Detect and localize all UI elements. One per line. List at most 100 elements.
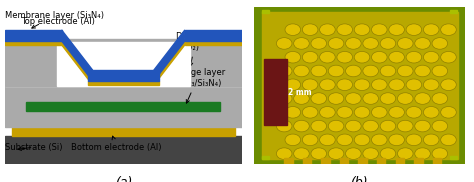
Bar (450, 11, 457, 13)
Bar (414, 158, 422, 164)
Text: Charge layer
(Al₂O₃/Si₃N₄): Charge layer (Al₂O₃/Si₃N₄) (171, 68, 225, 103)
Circle shape (441, 106, 456, 118)
Circle shape (363, 120, 378, 132)
Bar (88, 70, 159, 81)
Text: (b): (b) (350, 176, 368, 182)
Circle shape (389, 52, 404, 63)
Circle shape (319, 52, 335, 63)
Circle shape (337, 134, 353, 146)
Bar (26, 102, 220, 111)
Circle shape (276, 38, 292, 49)
Circle shape (380, 65, 396, 77)
Bar (5, 39, 242, 86)
Circle shape (397, 38, 413, 49)
Circle shape (311, 148, 327, 159)
Bar (5, 41, 62, 45)
Circle shape (302, 52, 318, 63)
Text: 2 mm: 2 mm (288, 88, 312, 97)
Circle shape (354, 106, 370, 118)
Circle shape (415, 120, 430, 132)
Bar (264, 59, 287, 125)
Circle shape (337, 106, 353, 118)
Bar (395, 158, 404, 164)
Circle shape (423, 106, 439, 118)
Bar (185, 30, 242, 41)
Circle shape (380, 38, 396, 49)
Circle shape (328, 120, 344, 132)
Circle shape (406, 24, 422, 35)
Circle shape (380, 93, 396, 104)
Polygon shape (154, 30, 185, 81)
Circle shape (432, 148, 447, 159)
Circle shape (432, 65, 447, 77)
Polygon shape (154, 41, 185, 85)
Circle shape (346, 65, 361, 77)
Circle shape (363, 38, 378, 49)
Circle shape (319, 106, 335, 118)
Circle shape (397, 120, 413, 132)
Circle shape (328, 148, 344, 159)
Circle shape (406, 52, 422, 63)
Circle shape (415, 38, 430, 49)
Text: Dielectric
(SiO₂): Dielectric (SiO₂) (175, 32, 216, 66)
Circle shape (311, 120, 327, 132)
Text: (a): (a) (115, 176, 132, 182)
Bar (5, 60, 242, 127)
Circle shape (423, 24, 439, 35)
Bar (5, 136, 242, 164)
Circle shape (406, 106, 422, 118)
Circle shape (346, 93, 361, 104)
Bar (5, 30, 62, 41)
Circle shape (432, 120, 447, 132)
Text: Bottom electrode (Al): Bottom electrode (Al) (71, 136, 162, 152)
Circle shape (311, 65, 327, 77)
Circle shape (354, 134, 370, 146)
Bar (262, 156, 269, 159)
Bar (12, 127, 235, 136)
Polygon shape (62, 41, 92, 85)
Circle shape (328, 93, 344, 104)
Circle shape (441, 24, 456, 35)
Circle shape (294, 65, 309, 77)
Circle shape (346, 120, 361, 132)
Circle shape (302, 79, 318, 91)
Circle shape (397, 65, 413, 77)
Circle shape (397, 148, 413, 159)
Circle shape (294, 120, 309, 132)
Circle shape (372, 24, 387, 35)
Circle shape (337, 52, 353, 63)
Circle shape (423, 134, 439, 146)
Circle shape (294, 38, 309, 49)
Circle shape (311, 93, 327, 104)
Bar (377, 158, 385, 164)
Circle shape (372, 134, 387, 146)
Circle shape (354, 24, 370, 35)
Bar (450, 156, 457, 159)
Circle shape (337, 79, 353, 91)
Bar (340, 158, 348, 164)
Circle shape (285, 52, 301, 63)
Circle shape (389, 24, 404, 35)
Circle shape (337, 24, 353, 35)
Circle shape (319, 24, 335, 35)
Circle shape (372, 52, 387, 63)
Text: Membrane layer (Si₃N₄): Membrane layer (Si₃N₄) (5, 11, 104, 28)
Circle shape (354, 52, 370, 63)
Bar (303, 158, 311, 164)
Circle shape (285, 106, 301, 118)
Circle shape (363, 65, 378, 77)
Circle shape (397, 93, 413, 104)
Circle shape (415, 93, 430, 104)
Circle shape (346, 148, 361, 159)
Text: Substrate (Si): Substrate (Si) (5, 143, 62, 152)
Polygon shape (62, 30, 92, 81)
Circle shape (423, 79, 439, 91)
Circle shape (346, 38, 361, 49)
Bar (185, 41, 242, 45)
Circle shape (294, 148, 309, 159)
Bar (5, 39, 242, 86)
Circle shape (328, 38, 344, 49)
Circle shape (276, 65, 292, 77)
Circle shape (285, 24, 301, 35)
Circle shape (363, 148, 378, 159)
